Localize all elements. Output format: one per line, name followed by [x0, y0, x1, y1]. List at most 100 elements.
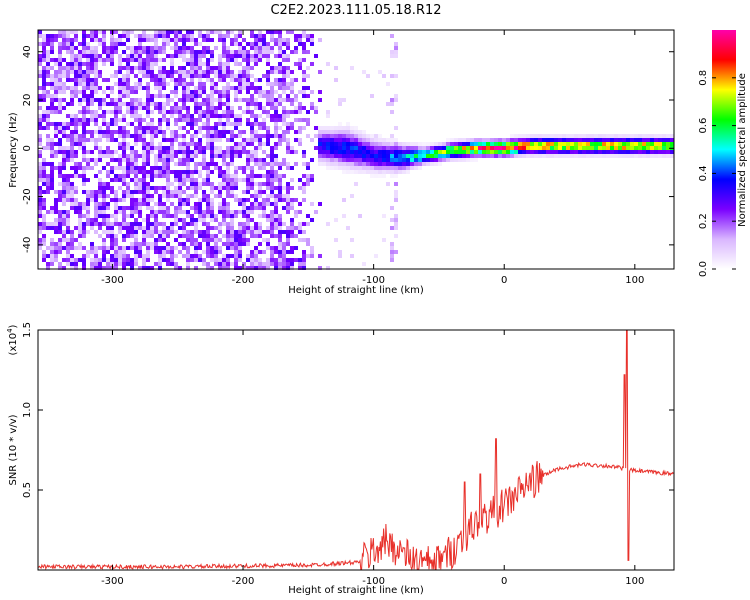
spectrogram-cell [206, 30, 210, 34]
spectrogram-cell [142, 134, 146, 138]
spectrogram-cell [66, 198, 70, 202]
spectrogram-cell [166, 210, 170, 214]
spectrogram-cell [202, 74, 206, 78]
spectrogram-cell [390, 250, 394, 254]
spectrogram-cell [138, 210, 142, 214]
spectrogram-cell [486, 138, 490, 142]
spectrogram-cell [270, 46, 274, 50]
spectrogram-cell [274, 162, 278, 166]
spectrogram-cell [102, 250, 106, 254]
spectrogram-cell [46, 254, 50, 258]
spectrogram-cell [526, 154, 530, 158]
spectrogram-cell [90, 30, 94, 34]
spectrogram-cell [70, 78, 74, 82]
spectrogram-cell [650, 146, 654, 150]
spectrogram-cell [206, 118, 210, 122]
spectrogram-cell [666, 138, 670, 142]
spectrogram-cell [302, 250, 306, 254]
spectrogram-cell [310, 178, 314, 182]
spectrogram-cell [514, 138, 518, 142]
spectrogram-cell [194, 254, 198, 258]
spectrogram-cell [154, 226, 158, 230]
spectrogram-cell [46, 94, 50, 98]
spectrogram-cell [50, 226, 54, 230]
spectrogram-cell [366, 154, 370, 158]
spectrogram-cell [578, 146, 582, 150]
spectrogram-cell [166, 178, 170, 182]
spectrogram-cell [110, 242, 114, 246]
spectrogram-cell [670, 150, 674, 154]
spectrogram-cell [362, 166, 366, 170]
spectrogram-cell [198, 94, 202, 98]
spectrogram-cell [50, 206, 54, 210]
spectrogram-cell [302, 94, 306, 98]
spectrogram-cell [150, 126, 154, 130]
spectrogram-cell [530, 150, 534, 154]
spectrogram-cell [286, 86, 290, 90]
spectrogram-cell [178, 242, 182, 246]
spectrogram-cell [258, 162, 262, 166]
spectrogram-cell [106, 86, 110, 90]
spectrogram-cell [110, 150, 114, 154]
spectrogram-cell [134, 110, 138, 114]
spectrogram-cell [66, 254, 70, 258]
spectrogram-cell [230, 86, 234, 90]
spectrogram-cell [166, 110, 170, 114]
spectrogram-cell [90, 138, 94, 142]
spectrogram-cell [222, 254, 226, 258]
spectrogram-cell [246, 110, 250, 114]
spectrogram-cell [114, 122, 118, 126]
spectrogram-cell [106, 134, 110, 138]
spectrogram-cell [122, 118, 126, 122]
spectrogram-cell [166, 74, 170, 78]
spectrogram-cell [182, 94, 186, 98]
spectrogram-cell [394, 234, 398, 238]
spectrogram-cell [522, 146, 526, 150]
spectrogram-cell [246, 214, 250, 218]
spectrogram-cell [510, 150, 514, 154]
spectrogram-cell [282, 58, 286, 62]
spectrogram-cell [170, 70, 174, 74]
spectrogram-cell [66, 242, 70, 246]
spectrogram-cell [38, 42, 42, 46]
spectrogram-cell [286, 162, 290, 166]
spectrogram-cell [426, 142, 430, 146]
spectrogram-cell [50, 142, 54, 146]
spectrogram-cell [226, 206, 230, 210]
spectrogram-cell [94, 230, 98, 234]
spectrogram-cell [186, 266, 190, 270]
spectrogram-cell [318, 90, 322, 94]
spectrogram-cell [306, 86, 310, 90]
spectrogram-cell [166, 38, 170, 42]
spectrogram-cell [266, 186, 270, 190]
spectrogram-cell [38, 186, 42, 190]
spectrogram-cell [182, 78, 186, 82]
spectrogram-cell [94, 90, 98, 94]
spectrogram-cell [366, 146, 370, 150]
spectrogram-cell [234, 122, 238, 126]
spectrogram-cell [390, 242, 394, 246]
spectrogram-cell [390, 154, 394, 158]
spectrogram-cell [186, 146, 190, 150]
spectrogram-cell [118, 246, 122, 250]
spectrogram-cell [654, 154, 658, 158]
spectrogram-cell [218, 34, 222, 38]
spectrogram-cell [170, 158, 174, 162]
spectrogram-cell [74, 202, 78, 206]
spectrogram-cell [218, 190, 222, 194]
spectrogram-cell [158, 70, 162, 74]
spectrogram-cell [222, 222, 226, 226]
spectrogram-cell [90, 158, 94, 162]
spectrogram-cell [166, 98, 170, 102]
spectrogram-cell [206, 62, 210, 66]
spectrogram-cell [226, 122, 230, 126]
spectrogram-cell [130, 266, 134, 270]
spectrogram-cell [174, 214, 178, 218]
spectrogram-cell [66, 182, 70, 186]
spectrogram-cell [126, 214, 130, 218]
spectrogram-cell [554, 138, 558, 142]
spectrogram-cell [238, 210, 242, 214]
spectrogram-cell [114, 218, 118, 222]
spectrogram-cell [134, 202, 138, 206]
spectrogram-cell [106, 170, 110, 174]
